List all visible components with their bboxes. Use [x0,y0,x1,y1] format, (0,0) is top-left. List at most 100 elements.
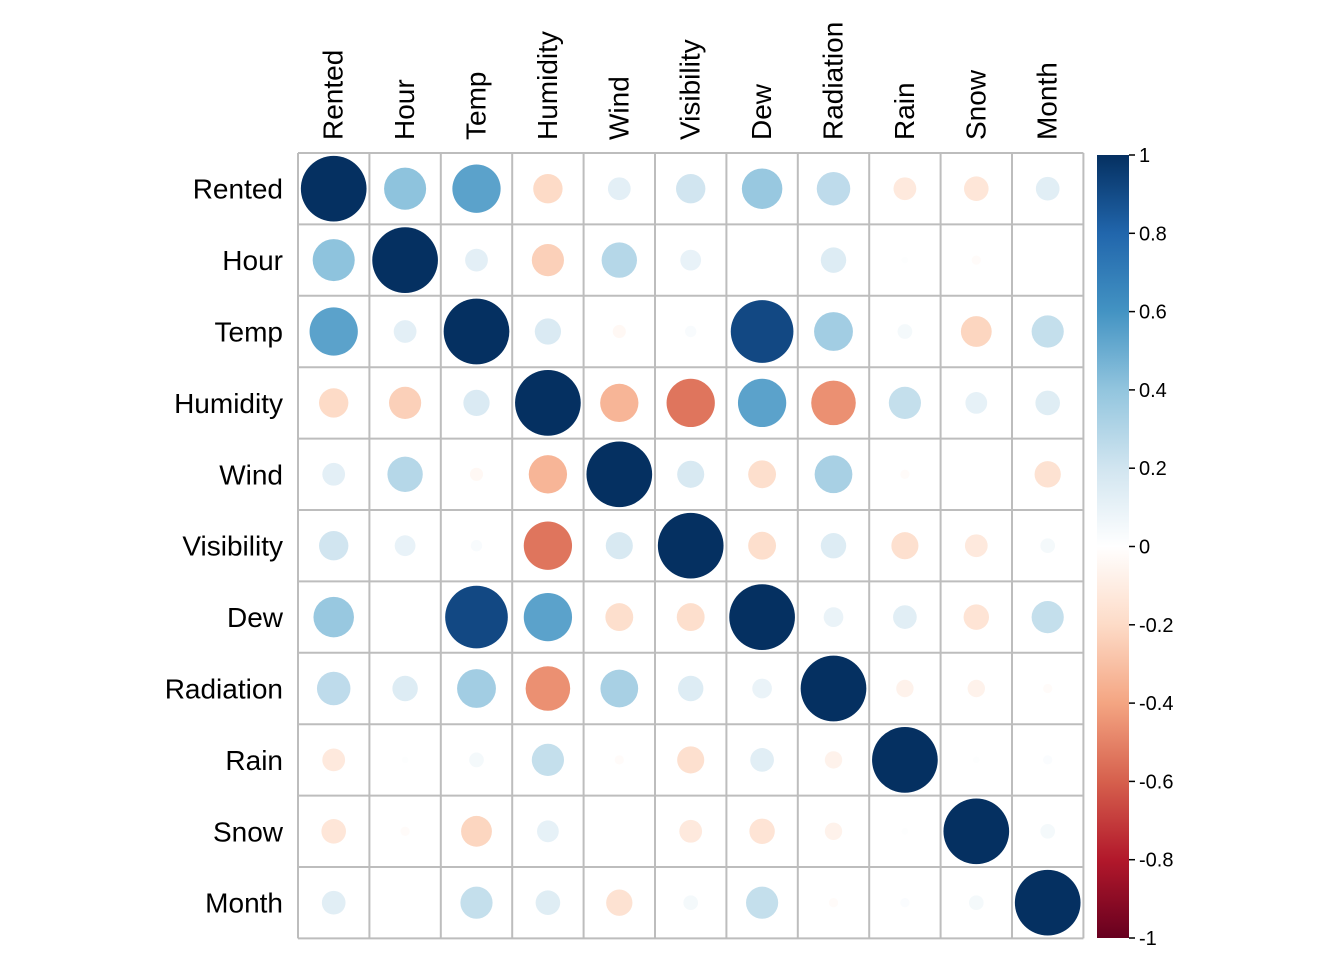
correlation-circle [888,386,921,419]
colorbar-tick-label: -0.8 [1139,850,1173,872]
correlation-circle [968,895,984,911]
correlation-circle [384,167,427,210]
column-label: Snow [960,69,991,140]
correlation-circle [1035,176,1060,201]
correlation-circle [967,679,985,698]
correlation-circle [1040,823,1056,839]
correlation-circle [748,531,777,560]
correlation-circle [534,318,562,345]
correlation-circle [741,168,783,209]
correlation-circle [683,895,699,911]
correlation-circle [1031,601,1064,634]
correlation-circle [1040,538,1056,554]
colorbar: 1 0.8 0.6 0.4 0.2 0 -0.2 -0.4 -0.6 -0.8 -1 [1097,145,1173,950]
column-label: Humidity [532,31,563,140]
correlation-circle [1043,755,1053,765]
correlation-circle [316,671,351,706]
correlation-circle [319,531,349,561]
correlation-circle [943,798,1010,865]
correlation-circle [900,898,910,908]
correlation-circle [389,386,422,419]
colorbar-tick-label: 1 [1139,145,1150,167]
correlation-circle [392,675,418,702]
correlation-circle [312,239,355,282]
column-label: Rented [318,50,349,140]
correlation-circle [896,679,914,698]
column-label: Visibility [675,39,706,140]
correlation-circle [666,378,715,428]
correlation-circle [445,585,508,649]
correlation-circle [606,889,633,916]
correlation-circle [800,655,867,722]
correlation-circle [394,535,416,557]
correlation-circles [300,155,1081,936]
correlation-circle [465,248,488,272]
correlation-circle [749,818,775,845]
colorbar-gradient [1097,155,1129,938]
correlation-circle [746,886,779,919]
row-label: Temp [215,317,283,348]
correlation-circle [525,666,571,711]
correlation-circle [469,467,484,481]
correlation-circle [677,460,705,488]
correlation-circle [676,603,705,632]
column-label: Hour [389,79,420,140]
correlation-circle [814,312,853,351]
correlation-circle [393,320,417,343]
column-labels: Rented Hour Temp Humidity Wind Visibility Dew R… [318,22,1063,140]
correlation-circle [1034,461,1061,488]
column-label: Wind [603,76,634,140]
correlation-circle [319,388,349,418]
correlation-circle [322,462,346,486]
row-label: Hour [222,245,283,276]
row-label: Rented [193,174,283,205]
correlation-circle [528,455,568,494]
correlation-circle [1031,315,1064,348]
correlation-circle [461,815,492,847]
colorbar-tick-label: -1 [1139,928,1157,950]
correlation-circle [1043,683,1053,694]
row-label: Wind [219,459,283,490]
correlation-circle [824,751,843,769]
correlation-circle [657,512,724,579]
correlation-circle [872,727,938,793]
correlation-circle [893,177,917,201]
colorbar-tick-label: 0.6 [1139,302,1167,324]
correlation-circle [372,227,438,293]
column-label: Month [1032,62,1063,140]
column-label: Dew [746,83,777,140]
correlation-circle [820,532,847,559]
correlation-circle [600,669,639,708]
correlation-circle [523,521,573,570]
correlation-circle [535,890,561,915]
correlation-circle [523,592,573,642]
row-label: Month [205,888,283,919]
correlation-circle [321,890,346,915]
correlation-circle [964,534,988,558]
row-label: Dew [227,602,284,633]
correlation-circle [605,532,633,560]
column-label: Rain [889,82,920,140]
correlation-circle [452,164,501,213]
correlation-circle [824,822,843,840]
correlation-circle [748,460,777,489]
correlation-circle [901,256,909,264]
correlation-circle [400,826,410,836]
correlation-circle [891,532,919,560]
matrix-grid [297,152,1085,940]
row-label: Humidity [174,388,283,419]
row-label: Radiation [165,674,283,705]
correlation-circle [677,675,704,702]
correlation-circle [971,255,981,265]
correlation-circle [387,456,423,492]
colorbar-tick-label: -0.2 [1139,615,1173,637]
correlation-circle [828,898,839,908]
correlation-circle [685,325,697,338]
row-label: Rain [225,745,283,776]
correlation-circle [816,171,851,206]
correlation-circle [730,300,794,363]
correlation-circle [750,748,774,772]
correlation-circle [515,370,581,436]
correlation-circle [960,316,992,347]
correlation-circle [963,604,990,630]
